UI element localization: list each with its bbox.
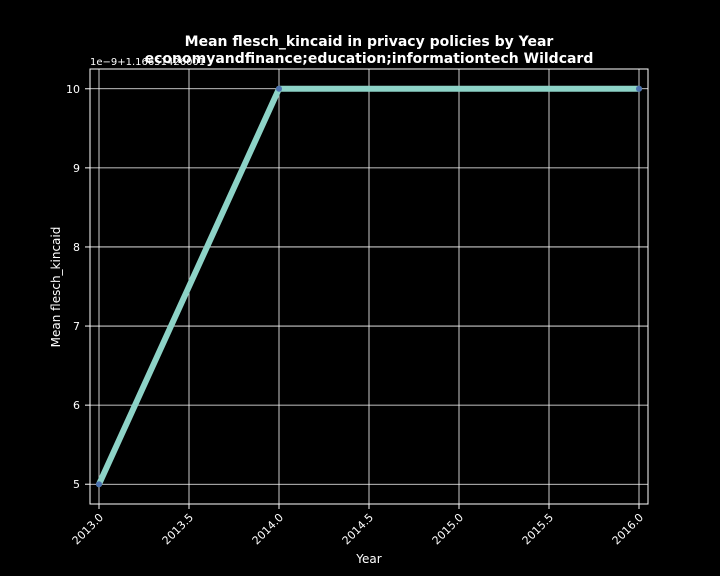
data-point: [636, 85, 642, 92]
x-tick-label: 2015.5: [520, 511, 556, 547]
y-tick-label: 10: [66, 83, 80, 96]
x-axis: 2013.0 2013.5 2014.0 2014.5 2015.0 2015.5 2016…: [70, 504, 646, 547]
series-group: [96, 85, 642, 488]
y-tick-label: 6: [73, 399, 80, 412]
y-tick-label: 9: [73, 162, 80, 175]
y-axis: 5 6 7 8 9 10: [66, 83, 90, 491]
x-tick-label: 2013.5: [160, 511, 196, 547]
grid-lines: [90, 69, 648, 504]
y-tick-label: 7: [73, 320, 80, 333]
chart-title: Mean flesch_kincaid in privacy policies …: [185, 34, 554, 50]
y-tick-label: 8: [73, 241, 80, 254]
x-axis-label: Year: [355, 552, 381, 566]
x-tick-label: 2016.0: [610, 511, 646, 547]
x-tick-label: 2015.0: [430, 511, 466, 547]
chart-subtitle: economyandfinance;education;informationt…: [145, 51, 594, 67]
y-offset-text: 1e−9+1.16651426001: [90, 57, 205, 68]
data-point: [276, 85, 282, 92]
data-point: [96, 481, 102, 488]
x-tick-label: 2014.5: [340, 511, 376, 547]
y-axis-label: Mean flesch_kincaid: [49, 227, 63, 348]
x-tick-label: 2014.0: [250, 511, 286, 547]
y-tick-label: 5: [73, 478, 80, 491]
x-tick-label: 2013.0: [70, 511, 106, 547]
